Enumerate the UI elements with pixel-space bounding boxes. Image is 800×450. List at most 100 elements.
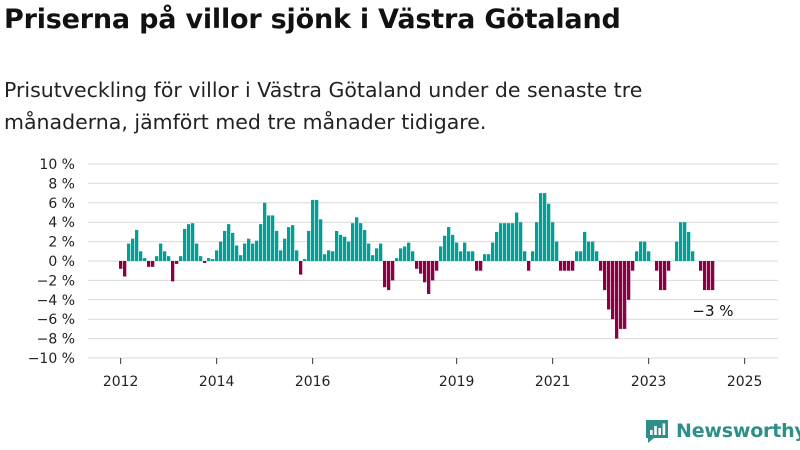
bar	[471, 251, 475, 261]
bar	[531, 251, 535, 261]
bar	[675, 241, 679, 261]
x-tick-label: 2014	[199, 374, 235, 390]
bar	[623, 261, 627, 329]
bar	[187, 224, 191, 261]
bar	[155, 256, 159, 261]
bar	[151, 261, 155, 267]
page-title: Priserna på villor sjönk i Västra Götala…	[4, 4, 621, 35]
bar	[547, 203, 551, 261]
bar	[707, 261, 711, 291]
brand-name: Newsworthy	[676, 420, 800, 442]
bar	[171, 261, 175, 282]
bar	[667, 261, 671, 271]
bar	[371, 255, 375, 261]
y-axis: 10 % 8 % 6 % 4 % 2 % 0 % −2 % −4 % −6 % −8 % −10 %	[28, 157, 75, 367]
x-tick-label: 2016	[295, 374, 331, 390]
bar	[599, 261, 603, 271]
bar	[635, 251, 639, 261]
bar	[339, 234, 343, 261]
bar	[451, 234, 455, 261]
bar	[699, 261, 703, 271]
y-tick-label: −2 %	[37, 273, 75, 289]
bar	[183, 228, 187, 261]
bar	[239, 255, 243, 261]
bar	[583, 231, 587, 261]
y-tick-label: −6 %	[37, 312, 75, 328]
page-subtitle: Prisutveckling för villor i Västra Götal…	[4, 78, 643, 134]
bar	[639, 241, 643, 261]
bar	[439, 246, 443, 261]
bar	[379, 243, 383, 261]
bar	[427, 261, 431, 294]
bar	[131, 238, 135, 261]
bar	[191, 223, 195, 261]
bar	[279, 250, 283, 261]
y-tick-label: −4 %	[37, 293, 75, 309]
bar	[607, 261, 611, 310]
bar	[503, 223, 507, 261]
bar	[247, 238, 251, 261]
bar	[571, 261, 575, 271]
bar	[399, 248, 403, 261]
bar	[163, 251, 167, 261]
bar	[199, 256, 203, 261]
bar	[311, 199, 315, 261]
bar	[215, 250, 219, 261]
bar	[555, 241, 559, 261]
x-tick-label: 2012	[103, 374, 139, 390]
bar	[255, 240, 259, 261]
bar	[175, 261, 179, 264]
bar-chart: 10 % 8 % 6 % 4 % 2 % 0 % −2 % −4 % −6 % −8 % −10 %…	[28, 157, 778, 390]
bar	[127, 243, 131, 261]
bar	[443, 235, 447, 261]
bar	[647, 251, 651, 261]
bar	[195, 243, 199, 261]
chart-bars	[119, 193, 715, 339]
bar	[527, 261, 531, 271]
bar	[395, 258, 399, 261]
y-tick-label: 0 %	[48, 254, 75, 270]
bar	[207, 258, 211, 261]
bar	[659, 261, 663, 291]
bar	[447, 227, 451, 261]
bar	[611, 261, 615, 320]
bar	[139, 251, 143, 261]
bar	[327, 250, 331, 261]
bar	[123, 261, 127, 277]
bar	[551, 222, 555, 261]
bar	[423, 261, 427, 283]
bar	[491, 242, 495, 261]
bar	[355, 217, 359, 261]
bar	[135, 229, 139, 261]
bar	[483, 254, 487, 261]
bar	[159, 243, 163, 261]
bar	[231, 232, 235, 261]
bar	[351, 223, 355, 261]
bar	[579, 251, 583, 261]
bar	[335, 230, 339, 261]
bar	[603, 261, 607, 291]
bar	[507, 223, 511, 261]
bar	[363, 229, 367, 261]
bar	[683, 222, 687, 261]
bar	[259, 224, 263, 261]
bar	[307, 230, 311, 261]
bar	[367, 243, 371, 261]
newsworthy-logo-icon	[646, 420, 668, 443]
bar	[591, 241, 595, 261]
bar	[119, 261, 123, 269]
bar	[479, 261, 483, 271]
bar	[347, 241, 351, 261]
bar	[383, 261, 387, 288]
bar	[463, 242, 467, 261]
y-tick-label: 6 %	[48, 196, 75, 212]
bar	[459, 251, 463, 261]
bar	[295, 250, 299, 261]
y-tick-label: 8 %	[48, 176, 75, 192]
bar	[515, 212, 519, 261]
bar	[691, 251, 695, 261]
bar	[283, 238, 287, 261]
bar	[487, 254, 491, 261]
bar	[703, 261, 707, 291]
last-value-label: −3 %	[692, 302, 733, 320]
